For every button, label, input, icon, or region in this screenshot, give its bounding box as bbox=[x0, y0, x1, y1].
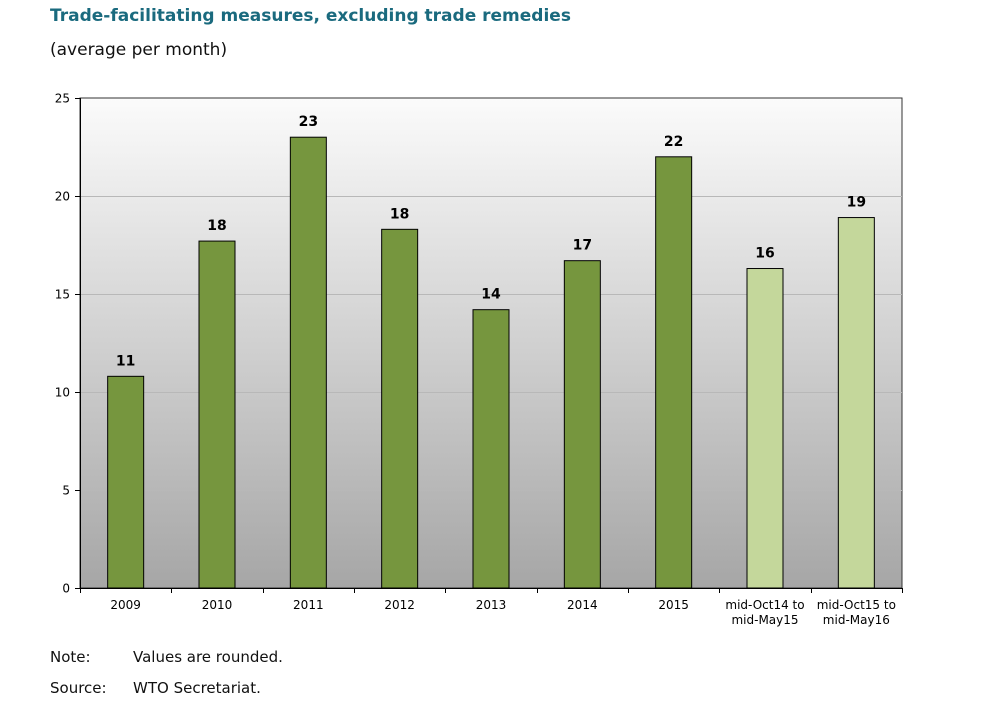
data-label: 11 bbox=[116, 353, 135, 369]
note-text: Values are rounded. bbox=[133, 648, 283, 666]
data-label: 18 bbox=[207, 218, 226, 234]
bar bbox=[107, 375, 145, 589]
bar bbox=[381, 228, 419, 589]
y-tick-label: 10 bbox=[55, 386, 70, 400]
data-label: 16 bbox=[755, 246, 774, 262]
x-tick-label: 2010 bbox=[202, 598, 233, 612]
data-label: 17 bbox=[573, 238, 592, 254]
x-tick-label: 2015 bbox=[658, 598, 689, 612]
bar bbox=[472, 309, 510, 589]
data-label: 18 bbox=[390, 206, 409, 222]
y-tick-label: 0 bbox=[62, 582, 70, 596]
source-label: Source: bbox=[50, 679, 107, 697]
y-tick-label: 5 bbox=[62, 484, 70, 498]
x-tick-label: 2011 bbox=[293, 598, 324, 612]
x-tick-label: 2013 bbox=[476, 598, 507, 612]
data-label: 19 bbox=[847, 195, 866, 211]
note-row: Note: Values are rounded. bbox=[50, 648, 283, 666]
y-tick-label: 15 bbox=[55, 288, 70, 302]
x-tick-label: mid-Oct15 to mid-May16 bbox=[817, 598, 896, 627]
source-row: Source: WTO Secretariat. bbox=[50, 679, 261, 697]
x-tick-label: 2014 bbox=[567, 598, 598, 612]
y-tick-label: 20 bbox=[55, 190, 70, 204]
data-label: 14 bbox=[481, 287, 501, 303]
x-tick-label: 2009 bbox=[110, 598, 141, 612]
bar bbox=[837, 217, 875, 589]
bar bbox=[655, 156, 693, 589]
x-tick-label: mid-Oct14 to mid-May15 bbox=[725, 598, 804, 627]
x-tick-label: 2012 bbox=[384, 598, 415, 612]
page-title: Trade-facilitating measures, excluding t… bbox=[50, 6, 571, 26]
data-label: 23 bbox=[299, 114, 318, 130]
page-subtitle: (average per month) bbox=[50, 40, 228, 60]
bar bbox=[563, 260, 601, 589]
y-tick-label: 25 bbox=[55, 92, 70, 106]
bar bbox=[746, 268, 784, 589]
bar bbox=[198, 240, 236, 589]
note-label: Note: bbox=[50, 648, 91, 666]
bar bbox=[289, 136, 327, 589]
source-text: WTO Secretariat. bbox=[133, 679, 261, 697]
data-label: 22 bbox=[664, 134, 683, 150]
